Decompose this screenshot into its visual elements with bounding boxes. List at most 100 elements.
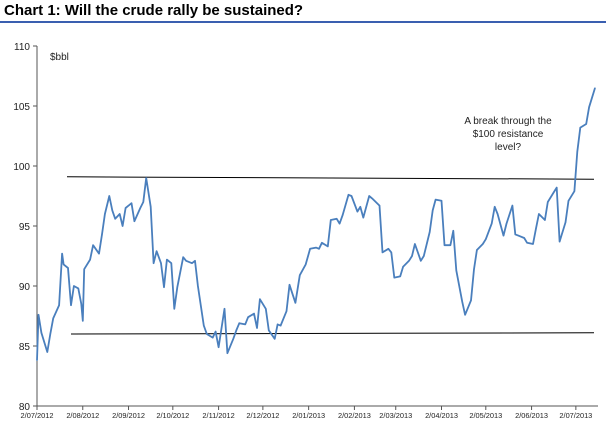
x-tick-label: 2/07/2012 — [21, 411, 54, 420]
data-point — [511, 205, 513, 207]
x-tick-label: 2/09/2012 — [112, 411, 145, 420]
data-point — [70, 304, 72, 306]
data-point — [52, 317, 54, 319]
data-point — [119, 213, 121, 215]
data-point — [579, 127, 581, 129]
data-point — [133, 220, 135, 222]
data-point — [194, 260, 196, 262]
data-point — [505, 223, 508, 225]
chart-title-bar: Chart 1: Will the crude rally be sustain… — [0, 0, 606, 23]
data-point — [339, 223, 341, 225]
data-point — [414, 243, 416, 245]
data-point — [559, 241, 561, 243]
data-point — [145, 177, 147, 179]
data-point — [215, 331, 217, 333]
data-point — [461, 301, 463, 303]
data-point — [238, 322, 240, 324]
data-point — [497, 213, 499, 215]
data-point — [588, 106, 590, 108]
x-tick-label: 2/11/2012 — [202, 411, 234, 420]
data-point — [173, 308, 175, 310]
data-point — [46, 351, 48, 353]
data-point — [280, 325, 282, 327]
data-point — [449, 244, 451, 246]
annotation-line: level? — [495, 142, 522, 153]
data-point — [553, 191, 555, 193]
data-point — [185, 260, 187, 262]
y-tick-label: 80 — [19, 402, 31, 413]
data-point — [150, 206, 152, 208]
data-point — [232, 338, 234, 340]
data-point — [92, 244, 94, 246]
x-tick-label: 2/08/2012 — [66, 411, 99, 420]
y-tick-label: 90 — [19, 282, 31, 293]
data-point — [429, 231, 431, 233]
data-point — [408, 260, 410, 262]
x-tick-label: 2/06/2013 — [515, 411, 548, 420]
data-point — [82, 320, 84, 322]
data-point — [285, 310, 288, 312]
data-point — [594, 87, 596, 89]
x-tick-label: 2/07/2013 — [559, 411, 592, 420]
y-axis-label: $bbl — [50, 52, 69, 63]
series-group — [36, 87, 596, 361]
data-point — [277, 323, 279, 325]
data-point — [288, 284, 291, 286]
x-tick-label: 2/05/2013 — [469, 411, 502, 420]
data-point — [226, 352, 228, 354]
data-point — [350, 195, 353, 197]
data-point — [83, 268, 85, 270]
data-point — [122, 225, 124, 227]
data-point — [111, 209, 113, 211]
data-point — [485, 238, 487, 240]
data-point — [61, 253, 63, 255]
data-point — [387, 248, 389, 250]
x-tick-label: 2/01/2013 — [292, 411, 325, 420]
data-point — [330, 219, 332, 221]
annotation-line: A break through the — [464, 116, 552, 127]
resistance-line — [66, 176, 595, 180]
data-point — [517, 235, 519, 237]
data-point — [153, 262, 155, 264]
data-point — [356, 211, 358, 213]
title-underline — [0, 21, 606, 23]
data-point — [89, 259, 91, 261]
data-point — [101, 233, 103, 235]
data-point — [305, 263, 307, 265]
data-point — [37, 314, 40, 316]
x-tick-label: 2/02/2013 — [338, 411, 371, 420]
data-point — [390, 251, 392, 253]
x-tick-label: 2/03/2013 — [379, 411, 412, 420]
data-point — [455, 269, 457, 271]
data-point — [378, 205, 381, 207]
y-axis-ticks: 110 105 100 95 90 85 80 — [13, 42, 37, 413]
data-point — [191, 262, 193, 264]
x-tick-label: 2/10/2012 — [156, 411, 189, 420]
data-point — [393, 277, 395, 279]
data-point — [526, 242, 528, 244]
data-point — [443, 244, 446, 246]
data-point — [432, 209, 434, 211]
data-point — [274, 338, 276, 340]
data-point — [420, 260, 422, 262]
data-point — [104, 213, 106, 215]
data-point — [532, 243, 534, 245]
data-point — [435, 199, 437, 201]
data-point — [491, 223, 493, 225]
data-point — [440, 200, 443, 202]
data-point — [514, 233, 516, 235]
data-point — [538, 213, 540, 215]
data-point — [98, 253, 100, 255]
y-tick-label: 110 — [14, 42, 30, 53]
data-point — [564, 221, 567, 223]
data-point — [309, 248, 311, 250]
data-point — [470, 299, 472, 301]
data-point — [567, 200, 570, 202]
x-axis-ticks: 2/07/2012 2/08/2012 2/09/2012 2/10/2012 2/11… — [21, 406, 592, 420]
data-point — [294, 302, 296, 304]
data-point — [142, 201, 144, 203]
data-point — [160, 262, 162, 264]
data-point — [452, 230, 454, 232]
data-point — [114, 218, 116, 220]
